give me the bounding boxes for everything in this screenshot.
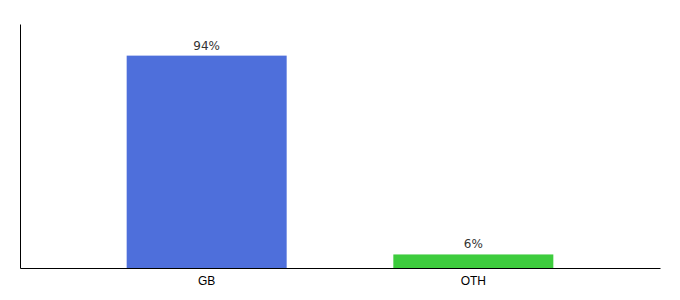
data-label: 94%	[193, 39, 220, 53]
bar	[393, 254, 553, 268]
y-axis-line	[20, 25, 21, 269]
x-tick-label: OTH	[461, 274, 486, 288]
bar	[127, 56, 287, 268]
bars	[127, 56, 554, 268]
chart: GB OTH 94% 6%	[0, 0, 680, 300]
plot: GB OTH 94% 6%	[21, 25, 661, 288]
x-axis-line	[21, 268, 661, 269]
data-label: 6%	[464, 237, 483, 251]
x-axis: GB OTH	[21, 269, 661, 288]
x-tick-label: GB	[198, 274, 215, 288]
x-tick: OTH	[461, 274, 486, 288]
x-tick: GB	[198, 274, 215, 288]
data-labels: 94% 6%	[193, 39, 483, 252]
y-axis	[20, 25, 21, 269]
